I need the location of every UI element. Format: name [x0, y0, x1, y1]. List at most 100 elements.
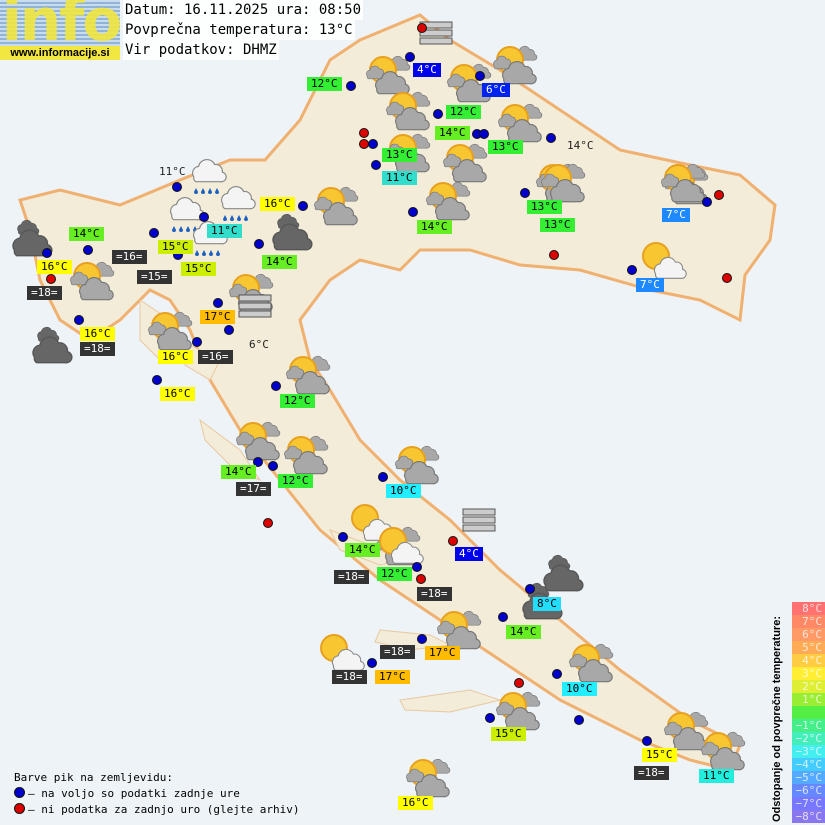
station-marker-available[interactable] — [627, 265, 637, 275]
station-marker-available[interactable] — [42, 248, 52, 258]
station-marker-available[interactable] — [525, 584, 535, 594]
temperature-label: 11°C — [699, 769, 734, 783]
temperature-label: 13°C — [527, 200, 562, 214]
station-marker-available[interactable] — [224, 325, 234, 335]
station-marker-missing[interactable] — [416, 574, 426, 584]
station-marker-available[interactable] — [192, 337, 202, 347]
station-marker-available[interactable] — [367, 658, 377, 668]
partly-cloudy-icon — [366, 55, 411, 95]
logo-word: info — [2, 0, 120, 54]
temperature-label: 13°C — [488, 140, 523, 154]
station-marker-available[interactable] — [417, 634, 427, 644]
temperature-label: 16°C — [158, 350, 193, 364]
temperature-label: 4°C — [413, 63, 441, 77]
sea-temperature-label: =15= — [137, 270, 172, 284]
station-marker-available[interactable] — [371, 160, 381, 170]
station-marker-available[interactable] — [368, 139, 378, 149]
station-marker-available[interactable] — [552, 669, 562, 679]
station-marker-missing[interactable] — [263, 518, 273, 528]
partly-cloudy-icon — [496, 691, 541, 731]
legend-available: – na voljo so podatki zadnje ure — [28, 787, 240, 800]
station-marker-available[interactable] — [546, 133, 556, 143]
partly-cloudy-icon — [395, 445, 440, 485]
sea-temperature-label: =18= — [332, 670, 367, 684]
partly-cloudy-icon — [236, 421, 281, 461]
sea-temperature-label: =18= — [380, 645, 415, 659]
temperature-label: 10°C — [562, 682, 597, 696]
station-marker-available[interactable] — [271, 381, 281, 391]
temperature-label: 11°C — [382, 171, 417, 185]
station-marker-available[interactable] — [485, 713, 495, 723]
station-marker-missing[interactable] — [714, 190, 724, 200]
station-marker-missing[interactable] — [448, 536, 458, 546]
blue-dot-icon — [14, 787, 25, 798]
station-marker-available[interactable] — [574, 715, 584, 725]
legend-title: Barve pik na zemljevidu: — [14, 771, 173, 784]
site-logo[interactable]: info www.informacije.si — [0, 0, 120, 60]
station-marker-available[interactable] — [338, 532, 348, 542]
temperature-label: 15°C — [158, 240, 193, 254]
partly-cloudy-icon — [493, 45, 538, 85]
deviation-scale-step: 1°C — [792, 693, 825, 706]
temperature-label: 10°C — [386, 484, 421, 498]
station-marker-available[interactable] — [498, 612, 508, 622]
average-temperature-line: Povprečna temperatura: 13°C — [123, 20, 355, 40]
station-marker-missing[interactable] — [417, 23, 427, 33]
station-marker-available[interactable] — [346, 81, 356, 91]
station-marker-available[interactable] — [268, 461, 278, 471]
sea-temperature-label: =18= — [80, 342, 115, 356]
station-marker-available[interactable] — [405, 52, 415, 62]
temperature-label: 12°C — [446, 105, 481, 119]
temperature-label: 14°C — [262, 255, 297, 269]
deviation-scale-step: −7°C — [792, 797, 825, 810]
station-marker-available[interactable] — [298, 201, 308, 211]
temperature-label: 14°C — [345, 543, 380, 557]
sea-temperature-label: =16= — [198, 350, 233, 364]
station-marker-available[interactable] — [172, 182, 182, 192]
deviation-scale-step: −2°C — [792, 732, 825, 745]
sun-light-cloud-icon — [320, 634, 365, 671]
partly-cloudy-icon — [701, 731, 746, 771]
deviation-scale-step: −3°C — [792, 745, 825, 758]
station-marker-available[interactable] — [702, 197, 712, 207]
sea-temperature-label: =17= — [236, 482, 271, 496]
partly-cloudy-icon — [148, 311, 193, 351]
station-marker-missing[interactable] — [514, 678, 524, 688]
station-marker-missing[interactable] — [359, 128, 369, 138]
station-marker-available[interactable] — [199, 212, 209, 222]
partly-cloudy-icon — [426, 181, 471, 221]
temperature-label: 15°C — [181, 262, 216, 276]
partly-cloudy-icon — [664, 711, 709, 751]
temperature-label: 15°C — [642, 748, 677, 762]
station-marker-missing[interactable] — [549, 250, 559, 260]
temperature-label: 8°C — [533, 597, 561, 611]
deviation-scale-step: 2°C — [792, 680, 825, 693]
station-marker-available[interactable] — [642, 736, 652, 746]
station-marker-available[interactable] — [213, 298, 223, 308]
station-marker-available[interactable] — [433, 109, 443, 119]
station-marker-available[interactable] — [475, 71, 485, 81]
station-marker-available[interactable] — [479, 129, 489, 139]
station-marker-available[interactable] — [74, 315, 84, 325]
partly-cloudy-icon — [498, 103, 543, 143]
temperature-label: 14°C — [221, 465, 256, 479]
station-marker-available[interactable] — [152, 375, 162, 385]
station-marker-available[interactable] — [412, 562, 422, 572]
station-marker-available[interactable] — [378, 472, 388, 482]
partly-cloudy-icon — [284, 435, 329, 475]
temperature-label: 16°C — [398, 796, 433, 810]
station-marker-available[interactable] — [254, 239, 264, 249]
station-marker-available[interactable] — [149, 228, 159, 238]
station-marker-available[interactable] — [253, 457, 263, 467]
temperature-label: 14°C — [417, 220, 452, 234]
station-marker-available[interactable] — [408, 207, 418, 217]
station-marker-missing[interactable] — [722, 273, 732, 283]
temperature-label: 16°C — [80, 327, 115, 341]
temperature-label: 7°C — [636, 278, 664, 292]
station-marker-available[interactable] — [83, 245, 93, 255]
temperature-label: 17°C — [375, 670, 410, 684]
site-url-link[interactable]: www.informacije.si — [0, 46, 120, 60]
station-marker-missing[interactable] — [46, 274, 56, 284]
station-marker-available[interactable] — [520, 188, 530, 198]
legend-missing: – ni podatka za zadnjo uro (glejte arhiv… — [28, 803, 300, 816]
